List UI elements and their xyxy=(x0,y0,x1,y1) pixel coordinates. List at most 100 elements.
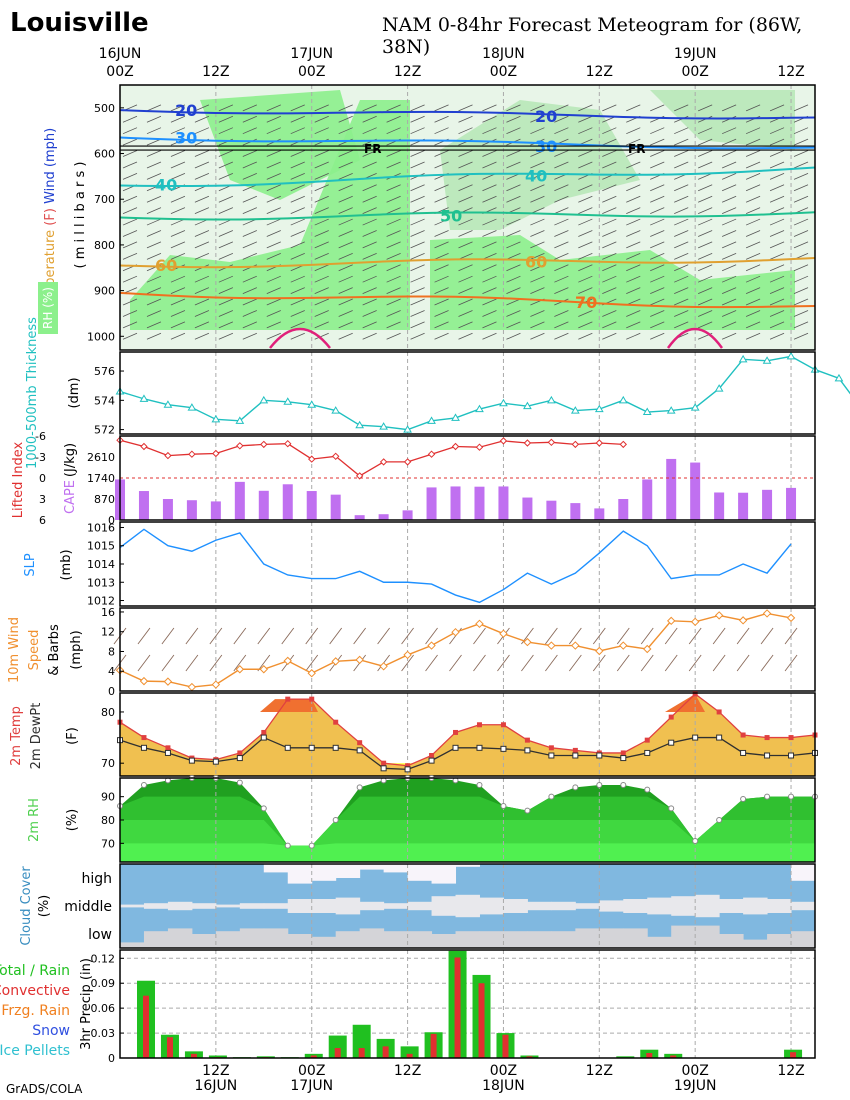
wind-barb xyxy=(410,150,425,157)
wind-barb xyxy=(170,150,186,157)
wind-barb xyxy=(506,104,521,112)
wind-barb xyxy=(194,104,210,112)
contour-label: 20 xyxy=(535,107,557,126)
data-point xyxy=(139,676,149,686)
wind-barb xyxy=(793,321,809,329)
cloud-low-block xyxy=(623,928,648,948)
data-point xyxy=(260,805,267,812)
temp-area xyxy=(120,694,815,776)
wind-barb xyxy=(314,161,329,169)
wind-barb xyxy=(194,161,210,169)
wind-barb xyxy=(146,161,162,169)
wind-barb xyxy=(650,218,665,226)
wind-barb xyxy=(602,161,617,169)
data-point xyxy=(572,784,579,791)
data-point xyxy=(620,755,627,762)
slp-frame xyxy=(119,521,816,607)
wind-barb xyxy=(554,310,569,317)
wind-barb xyxy=(506,298,521,306)
wind-barb xyxy=(626,161,641,169)
contour-label: 50 xyxy=(440,206,462,225)
wind-barb xyxy=(626,332,641,340)
wind-barb xyxy=(650,332,665,340)
city-title: Louisville xyxy=(10,8,149,38)
wind-barb xyxy=(458,252,473,260)
contour-line xyxy=(119,211,816,221)
wind-barb xyxy=(745,104,761,112)
wind-barb xyxy=(449,654,462,672)
wind-barb xyxy=(410,161,425,169)
y-axis-label-part: Wind xyxy=(43,171,58,208)
wind-barb xyxy=(793,298,809,306)
wind-barb xyxy=(698,264,713,272)
y-axis-label-cape: CAPE xyxy=(63,480,78,514)
wind-barb xyxy=(410,127,425,135)
wind-barb xyxy=(506,264,521,272)
y-tick-label-rh: 70 xyxy=(101,837,115,850)
wind-barb xyxy=(650,264,665,272)
wind-barb xyxy=(410,104,425,112)
data-point xyxy=(451,413,460,421)
wind-barb xyxy=(194,275,210,283)
wind-barb xyxy=(314,252,329,260)
wind-barb xyxy=(305,654,319,672)
wind-barb xyxy=(602,218,617,226)
data-point xyxy=(211,414,221,423)
wind-barb xyxy=(698,138,713,146)
wind-barb xyxy=(482,310,497,317)
wind-barb xyxy=(266,332,281,340)
cloud-high-block xyxy=(335,864,361,878)
wind-barb xyxy=(712,627,726,645)
wind-barb xyxy=(736,627,750,645)
wind-barb xyxy=(290,298,305,306)
wind-barb xyxy=(386,184,401,192)
wind-barb xyxy=(458,321,473,329)
wind-barb xyxy=(482,241,497,249)
wind-barb xyxy=(602,184,617,192)
y-tick-label-wind: 4 xyxy=(108,665,115,678)
wind-barb xyxy=(530,184,545,192)
cloud-level-label: low xyxy=(88,927,112,943)
wind-barb xyxy=(242,332,257,340)
wind-barb xyxy=(784,627,798,645)
wind-barb xyxy=(410,310,425,317)
wind-barb xyxy=(698,287,713,294)
y-tick-label-li: 3 xyxy=(39,493,46,506)
wind-barb xyxy=(745,230,761,237)
y-axis-label-rh: 2m RH xyxy=(27,798,42,842)
wind-barb xyxy=(194,241,210,249)
cloud-mid-block xyxy=(287,899,313,913)
y-axis-unit-slp: (mb) xyxy=(59,549,74,580)
wind-barb xyxy=(674,275,689,283)
wind-barb xyxy=(194,332,210,340)
wind-barb xyxy=(745,207,761,215)
wind-barb xyxy=(434,310,449,317)
wind-frame xyxy=(119,607,816,692)
wind-barb xyxy=(482,104,497,112)
data-point xyxy=(283,397,293,405)
wind-barb xyxy=(602,310,617,317)
wind-barb xyxy=(626,275,641,283)
wind-barb xyxy=(530,230,545,237)
precip-total-bar xyxy=(400,1046,419,1058)
cloud-mid-block xyxy=(359,901,385,911)
y-tick-label-pressure: 600 xyxy=(94,148,115,161)
cloud-low-block xyxy=(120,942,145,948)
y-tick-label-precip: 0.12 xyxy=(91,952,116,965)
cloud-level-label: middle xyxy=(64,899,112,915)
wind-barb xyxy=(338,264,353,272)
wind-barb xyxy=(602,241,617,249)
y-tick-label-li: 6 xyxy=(39,514,46,527)
wind-barb xyxy=(698,241,713,249)
precip-convective-bar xyxy=(454,957,461,1058)
data-point xyxy=(668,805,675,812)
data-point xyxy=(619,440,627,449)
wind-barb xyxy=(314,115,329,123)
wind-barb xyxy=(170,161,186,169)
wind-barb xyxy=(122,275,138,283)
x-tick-hour: 12Z xyxy=(586,1063,613,1079)
wind-barb xyxy=(362,218,377,226)
data-point xyxy=(690,403,700,411)
wind-barb xyxy=(194,173,210,180)
wind-barb xyxy=(530,252,545,260)
